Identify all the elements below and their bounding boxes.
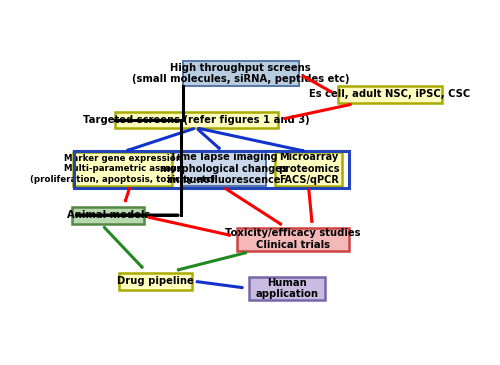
FancyBboxPatch shape [250,277,325,300]
Text: Targeted screens (refer figures 1 and 3): Targeted screens (refer figures 1 and 3) [83,115,310,125]
FancyBboxPatch shape [274,152,342,186]
FancyBboxPatch shape [73,152,172,186]
FancyBboxPatch shape [115,112,278,128]
FancyBboxPatch shape [180,152,266,186]
Text: Marker gene expression
Multi-parametric assays
(proliferation, apoptosis, toxici: Marker gene expression Multi-parametric … [30,154,215,184]
FancyBboxPatch shape [118,273,192,290]
FancyBboxPatch shape [72,207,144,224]
Text: High throughput screens
(small molecules, siRNA, peptides etc): High throughput screens (small molecules… [132,62,350,84]
FancyBboxPatch shape [237,228,349,251]
Text: Microarray
proteomics
FACS/qPCR: Microarray proteomics FACS/qPCR [278,152,340,185]
Text: Human
application: Human application [256,277,319,299]
Text: Drug pipeline: Drug pipeline [117,276,194,286]
Text: Time lapse imaging
morphological changes
immunofluorescence: Time lapse imaging morphological changes… [160,152,287,185]
FancyBboxPatch shape [338,86,442,103]
FancyBboxPatch shape [182,61,299,86]
Text: Toxicity/efficacy studies
Clinical trials: Toxicity/efficacy studies Clinical trial… [226,228,361,250]
Text: Es cell, adult NSC, iPSC, CSC: Es cell, adult NSC, iPSC, CSC [310,89,470,99]
Text: Animal models: Animal models [66,210,150,220]
